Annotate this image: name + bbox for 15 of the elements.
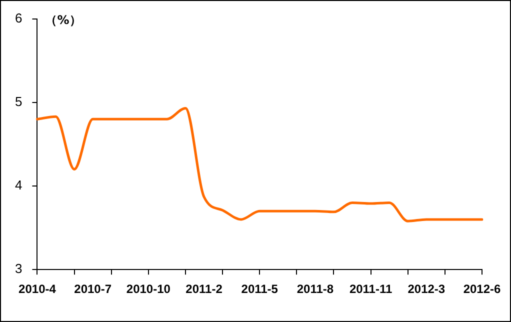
x-tick-label: 2011-11: [349, 282, 392, 296]
y-tick-label: 4: [14, 178, 22, 193]
y-axis-title: （%）: [45, 12, 82, 27]
x-tick-label: 2010-10: [126, 282, 171, 296]
x-tick-label: 2011-2: [186, 282, 223, 296]
x-tick-label: 2010-4: [18, 282, 56, 296]
y-tick-label: 3: [14, 261, 22, 276]
line-series: [36, 107, 484, 222]
x-tick-label: 2012-6: [463, 282, 502, 296]
y-tick-label: 6: [14, 10, 22, 26]
x-tick-label: 2011-8: [296, 282, 334, 296]
x-tick-label: 2010-7: [74, 282, 112, 296]
x-tick-label: 2012-3: [408, 282, 446, 296]
x-tick-label: 2011-5: [241, 282, 278, 296]
y-tick-label: 5: [14, 94, 22, 109]
